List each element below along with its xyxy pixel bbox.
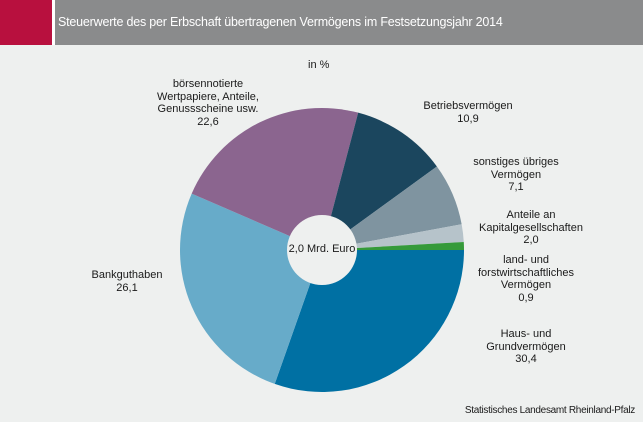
label-line: Kapitalgesellschaften xyxy=(479,221,583,234)
data-label: 0,9 xyxy=(518,291,534,304)
header-bar xyxy=(55,0,643,45)
header-divider xyxy=(52,0,55,45)
data-label: 22,6 xyxy=(197,115,219,128)
data-label: 7,1 xyxy=(508,181,524,193)
label-line: Anteile an xyxy=(506,209,556,221)
pie-slice-0 xyxy=(274,250,464,392)
label-haus-grundvermoegen: Haus- und Grundvermögen 30,4 xyxy=(465,328,587,366)
data-label: 10,9 xyxy=(457,112,479,125)
label-line: Haus- und xyxy=(500,328,552,340)
label-line: Genussscheine usw. xyxy=(157,103,259,115)
header-accent-block xyxy=(0,0,52,45)
pie-slice-6 xyxy=(322,241,464,250)
label-sonstiges: sonstiges übriges Vermögen 7,1 xyxy=(455,156,577,194)
label-betriebsvermoegen: Betriebsvermögen 10,9 xyxy=(407,100,529,125)
label-boersennotierte: börsennotierte Wertpapiere, Anteile, Gen… xyxy=(138,78,278,128)
label-line: sonstiges übriges xyxy=(473,156,559,168)
center-total-label: 2,0 Mrd. Euro xyxy=(288,243,356,255)
pie-slice-4 xyxy=(322,166,462,250)
label-line: Wertpapiere, Anteile, xyxy=(157,90,259,103)
data-label: 26,1 xyxy=(116,281,138,294)
data-label: 2,0 xyxy=(523,234,539,246)
pie-slice-3 xyxy=(322,112,437,250)
label-line: Vermögen xyxy=(500,279,552,291)
source-note: Statistisches Landesamt Rheinland-Pfalz xyxy=(464,405,635,416)
chart-title: Steuerwerte des per Erbschaft übertragen… xyxy=(58,15,503,29)
label-anteile-kapitalgesellschaften: Anteile an Kapitalgesellschaften 2,0 xyxy=(470,209,592,247)
pie-slice-2 xyxy=(191,107,359,250)
label-line: Betriebsvermögen xyxy=(423,100,513,112)
label-line: Grundvermögen xyxy=(486,340,566,353)
label-line: börsennotierte xyxy=(172,78,244,90)
label-line: forstwirtschaftliches xyxy=(478,266,574,279)
label-land-forst: land- und forstwirtschaftliches Vermögen… xyxy=(465,254,587,304)
unit-label: in % xyxy=(308,59,330,71)
label-line: Vermögen xyxy=(490,168,542,181)
data-label: 30,4 xyxy=(515,353,537,365)
pie-slice-5 xyxy=(322,224,464,250)
donut-hole xyxy=(287,215,357,285)
label-line: Bankguthaben xyxy=(91,269,163,281)
label-bankguthaben: Bankguthaben 26,1 xyxy=(72,269,182,294)
label-line: land- und xyxy=(503,254,549,266)
pie-slice-1 xyxy=(180,193,322,384)
